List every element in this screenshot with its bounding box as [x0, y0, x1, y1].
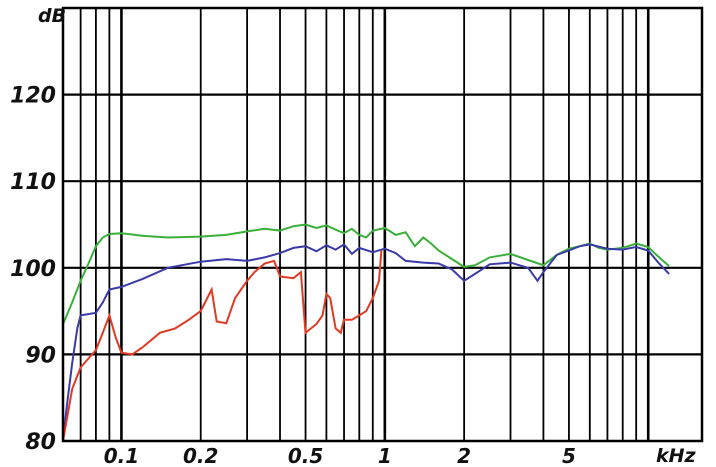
- x-tick-label: 2: [457, 444, 471, 467]
- y-tick-label: 110: [10, 170, 56, 195]
- series-line-3: [62, 250, 383, 442]
- y-tick-label: 90: [25, 343, 56, 368]
- plot-frame: [61, 6, 704, 443]
- y-unit-label: dB: [38, 5, 66, 27]
- y-tick-label: 80: [25, 430, 56, 455]
- x-unit-label: kHz: [656, 445, 697, 467]
- x-axis-ticks: 0.1 0.2 0.5 1 2 5: [104, 444, 576, 467]
- series-layer: [62, 223, 670, 442]
- x-tick-label: 1: [378, 444, 392, 467]
- x-tick-label: 0.1: [104, 444, 139, 467]
- x-tick-label: 0.5: [288, 444, 323, 467]
- y-tick-label: 120: [10, 84, 56, 109]
- series-line-2: [62, 243, 670, 442]
- x-tick-label: 0.2: [183, 444, 218, 467]
- grid: [63, 8, 702, 441]
- y-axis-ticks: 120 110 100 90 80: [10, 84, 56, 455]
- x-tick-label: 5: [562, 444, 576, 467]
- y-tick-label: 100: [10, 257, 56, 282]
